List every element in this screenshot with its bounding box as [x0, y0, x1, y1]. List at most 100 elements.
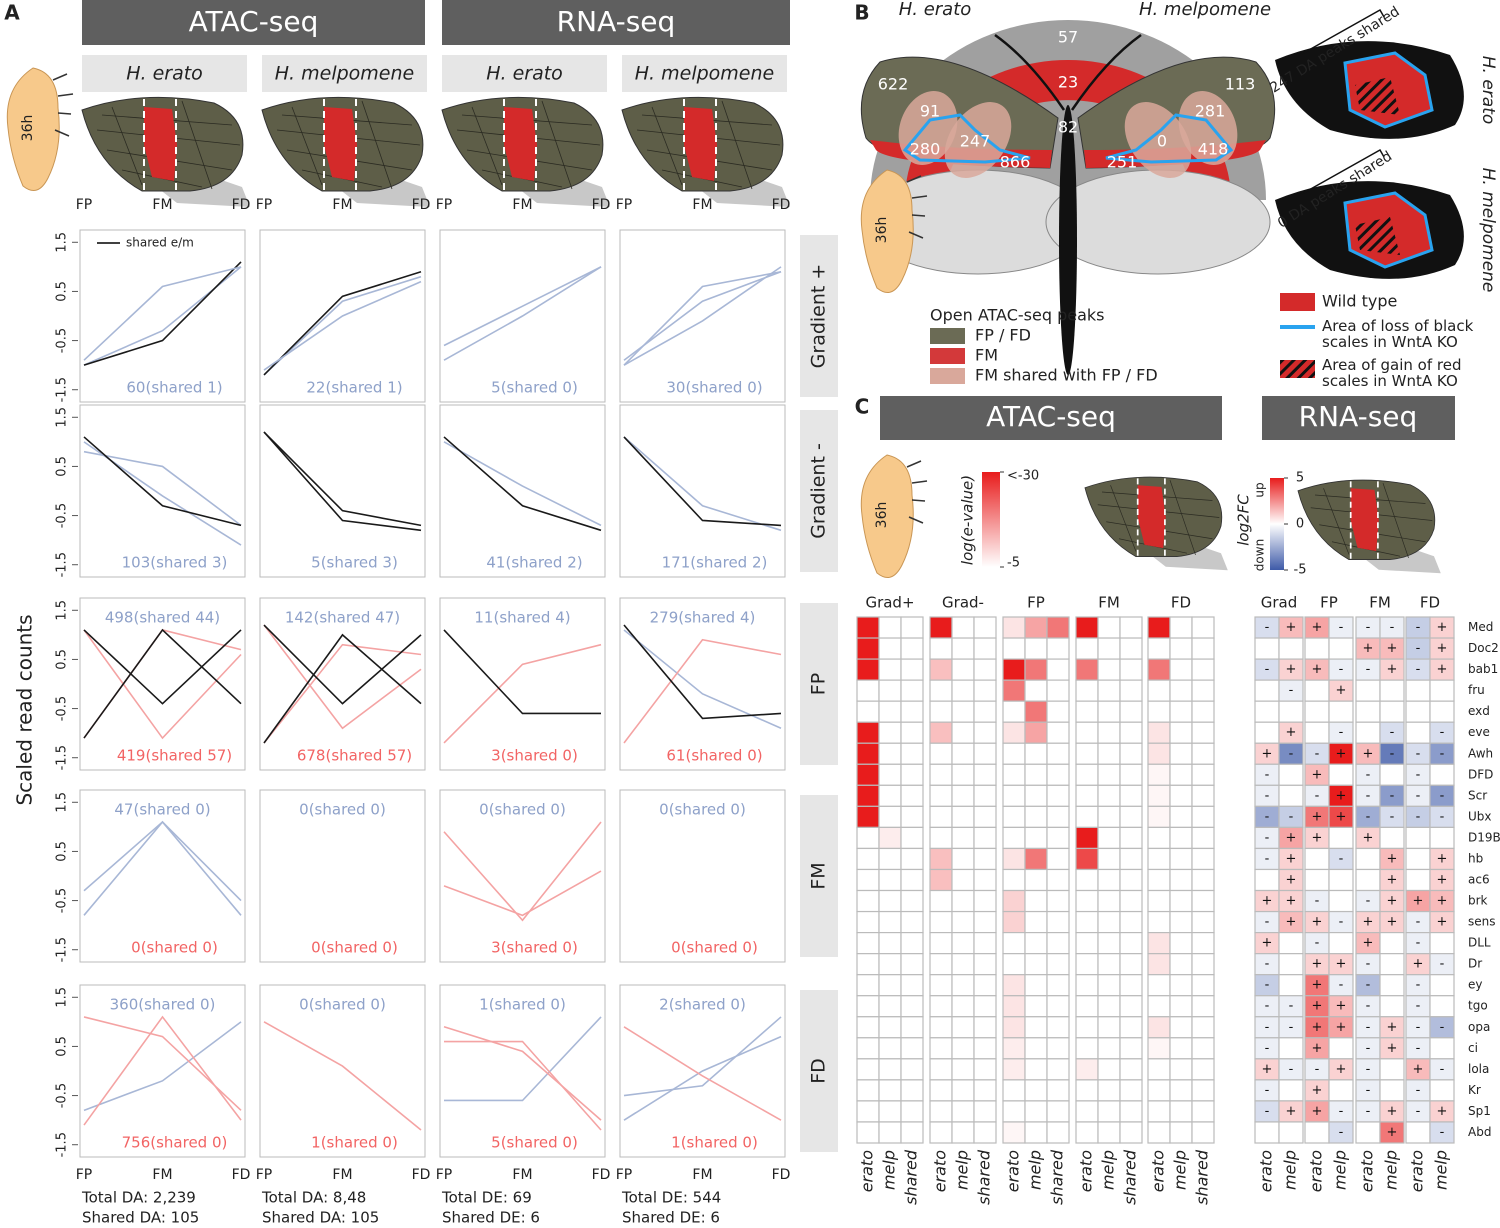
heat-cell-empty: [929, 931, 953, 955]
sign-label: -: [1416, 999, 1421, 1014]
profile-line: [623, 1035, 782, 1121]
heat-cell-empty: [951, 679, 975, 702]
wing-vein: [291, 106, 323, 186]
count-label: 0(shared 0): [299, 996, 386, 1014]
sign-label: +: [1286, 662, 1297, 677]
heat-cell: [1024, 847, 1048, 871]
count-label: 279(shared 4): [650, 609, 756, 627]
stage-label: 36h: [874, 217, 890, 244]
plot-frame: [79, 229, 246, 403]
total-label: Shared DE: 6: [622, 1209, 720, 1227]
profile-line: [443, 266, 602, 347]
y-tick-label: -1.5: [55, 745, 70, 770]
heat-cell: [1075, 847, 1099, 871]
heat-cell-empty: [900, 805, 924, 828]
heat-cell-empty: [1002, 805, 1026, 828]
profile-line: [444, 1016, 602, 1102]
heat-cell-empty: [900, 763, 924, 786]
heat-cell-empty: [856, 1100, 880, 1123]
heat-cell-empty: [1429, 679, 1455, 702]
sign-label: -: [1366, 1020, 1371, 1035]
profile-line: [83, 261, 242, 366]
heat-cell-empty: [878, 1058, 902, 1081]
heat-cell-empty: [1024, 1058, 1048, 1081]
heat-cell-empty: [1075, 1037, 1099, 1060]
profile-line: [83, 628, 242, 739]
heat-cell-empty: [1119, 805, 1143, 828]
sign-label: -: [1315, 894, 1320, 909]
profile-line: [263, 275, 422, 376]
heat-cell-empty: [973, 1100, 997, 1123]
sign-label: +: [1387, 662, 1398, 677]
heat-cell-empty: [1075, 931, 1099, 955]
total-label: Shared DA: 105: [262, 1209, 379, 1227]
heat-cell-empty: [1254, 1121, 1280, 1144]
heat-cell-empty: [1046, 868, 1070, 892]
heat-cell-empty: [1097, 826, 1121, 850]
heat-cell-empty: [1046, 826, 1070, 850]
heat-cell-empty: [1169, 1037, 1193, 1060]
heat-cell-empty: [1002, 763, 1026, 786]
heat-cell-empty: [1328, 868, 1354, 892]
heat-cell-empty: [1097, 679, 1121, 702]
heat-cell-empty: [929, 953, 953, 976]
heat-cell: [1147, 784, 1171, 807]
sign-label: +: [1437, 1104, 1448, 1119]
wing-red-patch: [324, 107, 357, 181]
heat-cell-empty: [1119, 742, 1143, 765]
sign-label: -: [1265, 915, 1270, 930]
profile-line: [263, 624, 422, 730]
heat-cell-empty: [929, 805, 953, 828]
plot-frame: [79, 597, 246, 771]
profile-line: [623, 266, 782, 366]
header: RNA-seq: [1299, 400, 1418, 433]
x-tick-label: FP: [256, 197, 273, 213]
heat-cell: [929, 847, 953, 871]
heat-cell-empty: [1328, 1037, 1354, 1060]
header-box: [1262, 396, 1455, 440]
heat-cell-empty: [973, 995, 997, 1018]
heat-cell-empty: [973, 763, 997, 786]
pupa-spine: [911, 480, 928, 484]
heat-cell-empty: [1097, 1037, 1121, 1060]
x-tick-label: FD: [772, 1167, 791, 1183]
heat-cell-empty: [1119, 931, 1143, 955]
stage-label: 36h: [874, 502, 890, 529]
heat-cell-empty: [900, 847, 924, 871]
heat-cell-empty: [951, 1016, 975, 1039]
heat-cell-empty: [1405, 826, 1431, 850]
sign-label: -: [1416, 641, 1421, 656]
heat-cell-empty: [951, 889, 975, 913]
sign-label: +: [1286, 1104, 1297, 1119]
count-label: 419(shared 57): [117, 747, 232, 765]
sign-label: -: [1440, 746, 1445, 761]
sign-label: +: [1437, 641, 1448, 656]
plot-frame: [79, 984, 246, 1158]
heat-cell-empty: [1405, 868, 1431, 892]
count-label: 5(shared 3): [311, 554, 398, 572]
heat-cell-empty: [1191, 910, 1215, 934]
heat-cell-empty: [929, 679, 953, 702]
wing-illustration: [81, 96, 250, 207]
heat-cell-empty: [951, 826, 975, 850]
pupa-spine: [52, 73, 68, 81]
group-label: FP: [1320, 594, 1338, 612]
wing-red-patch: [504, 107, 537, 181]
heat-cell-empty: [1046, 847, 1070, 871]
heat-cell-empty: [1169, 1121, 1193, 1144]
heat-cell: [1002, 910, 1026, 934]
wing-red-patch: [1137, 485, 1166, 549]
heat-cell: [1002, 679, 1026, 702]
heat-cell: [856, 637, 880, 660]
heat-cell-empty: [878, 721, 902, 744]
heat-cell-empty: [1429, 700, 1455, 723]
heat-cell-empty: [1075, 889, 1099, 913]
wing-illustration: [1297, 479, 1441, 574]
heat-cell-empty: [1169, 995, 1193, 1018]
plot-frame: [619, 789, 786, 963]
species-label: H. erato: [486, 63, 563, 85]
heat-cell: [929, 721, 953, 744]
heat-cell-empty: [878, 1037, 902, 1060]
subcol-label: melp: [1099, 1150, 1118, 1190]
heat-cell-empty: [878, 1016, 902, 1039]
